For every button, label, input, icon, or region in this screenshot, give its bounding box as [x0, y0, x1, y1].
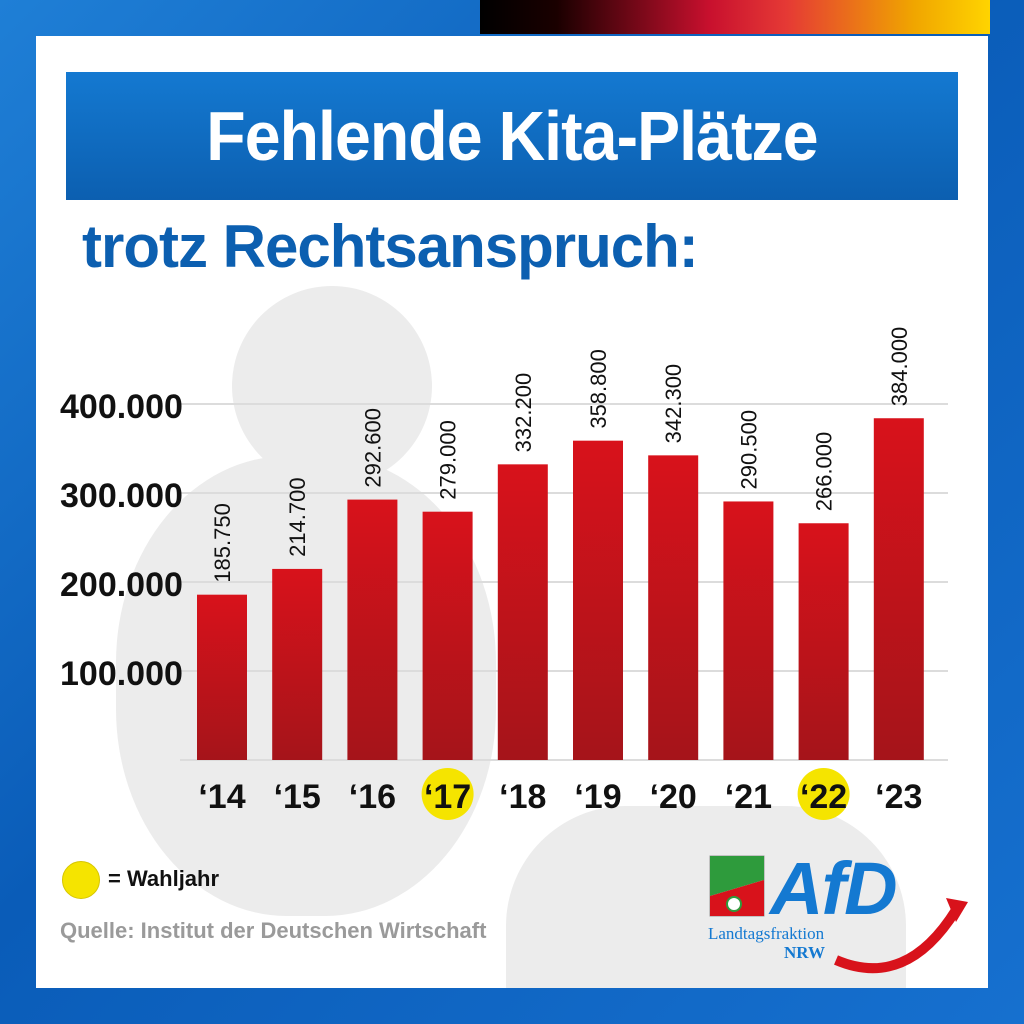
- election-year-marker: [421, 768, 474, 820]
- data-label: 332.200: [511, 373, 536, 453]
- data-label: 214.700: [285, 477, 310, 557]
- bar: [798, 523, 849, 760]
- data-label: 266.000: [812, 432, 837, 512]
- logo-region: NRW: [784, 943, 825, 962]
- x-tick-label: ‘17: [424, 778, 471, 816]
- logo-wordmark: AfD: [770, 847, 898, 930]
- legend-marker-election-year: [62, 861, 100, 899]
- bar: [272, 568, 323, 760]
- bar: [422, 511, 473, 760]
- bar: [347, 499, 398, 760]
- bar: [197, 594, 247, 760]
- data-label: 185.750: [210, 503, 235, 583]
- election-year-marker: [797, 768, 850, 820]
- y-tick-label: 200.000: [60, 566, 183, 604]
- y-tick-label: 100.000: [60, 655, 183, 693]
- x-tick-label: ‘15: [274, 778, 321, 816]
- x-tick-label: ‘14: [198, 778, 245, 816]
- y-tick-label: 300.000: [60, 477, 183, 515]
- data-label: 290.500: [736, 410, 761, 490]
- x-tick-label: ‘19: [574, 778, 621, 816]
- y-tick-label: 400.000: [60, 388, 183, 426]
- data-label: 384.000: [887, 327, 912, 407]
- chart-subtitle: trotz Rechtsanspruch:: [82, 213, 699, 280]
- bar: [573, 440, 623, 760]
- x-tick-label: ‘21: [725, 778, 772, 816]
- data-label: 279.000: [436, 420, 461, 500]
- x-tick-label: ‘22: [800, 778, 847, 816]
- title-banner: [66, 72, 958, 200]
- x-tick-label: ‘18: [499, 778, 546, 816]
- source-note: Quelle: Institut der Deutschen Wirtschaf…: [60, 918, 487, 943]
- logo-subtitle: Landtagsfraktion: [708, 924, 825, 943]
- decorative-shape: [232, 286, 432, 486]
- chart-title: Fehlende Kita-Plätze: [206, 97, 818, 175]
- x-tick-label: ‘16: [349, 778, 396, 816]
- bar: [873, 418, 924, 760]
- data-label: 342.300: [661, 364, 686, 444]
- bar: [648, 455, 699, 760]
- afd-logo-icon: [709, 855, 968, 974]
- legend-label: = Wahljahr: [108, 866, 220, 891]
- flag-stripe: [480, 0, 990, 34]
- bar: [723, 501, 774, 760]
- x-tick-label: ‘20: [650, 778, 697, 816]
- bar: [497, 464, 548, 760]
- data-label: 292.600: [360, 408, 385, 488]
- data-label: 358.800: [586, 349, 611, 429]
- x-tick-label: ‘23: [875, 778, 922, 816]
